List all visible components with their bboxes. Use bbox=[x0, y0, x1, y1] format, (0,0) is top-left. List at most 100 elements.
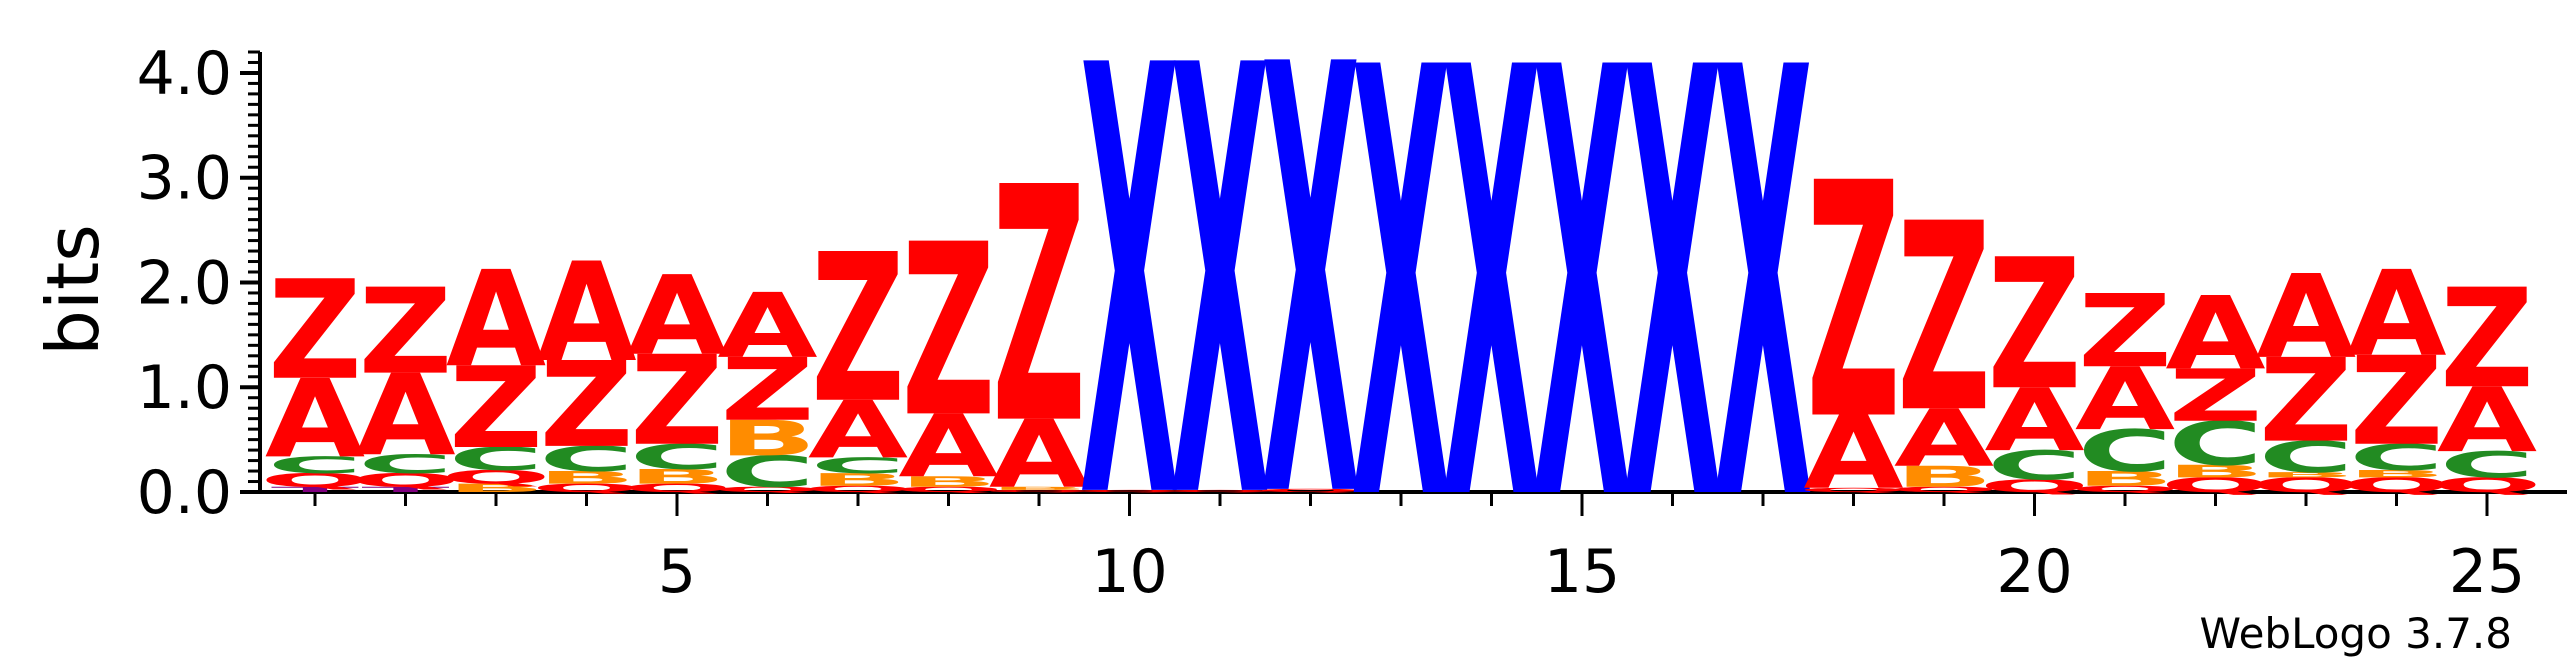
x-tick-label: 5 bbox=[658, 537, 696, 607]
logo-glyph-a: A bbox=[2256, 250, 2356, 384]
logo-glyph-q: Q bbox=[1980, 476, 2090, 496]
logo-glyph-b: B bbox=[1895, 460, 1994, 493]
logo-glyph-z: Z bbox=[449, 343, 543, 474]
logo-glyph-q: Q bbox=[2070, 484, 2180, 494]
logo-glyph-c: C bbox=[358, 449, 453, 479]
logo-glyph-t: T bbox=[271, 485, 360, 493]
logo-glyph-c: C bbox=[1987, 442, 2082, 489]
logo-glyph-x: X bbox=[1170, 0, 1270, 629]
logo-glyph-q: Q bbox=[441, 466, 551, 488]
logo-glyph-q: Q bbox=[894, 485, 1004, 493]
logo-glyph-t: T bbox=[361, 485, 450, 493]
logo-glyph-b: B bbox=[2257, 471, 2356, 479]
logo-glyph-z: Z bbox=[1988, 221, 2082, 430]
logo-glyph-b: B bbox=[628, 465, 727, 488]
logo-glyph-x: X bbox=[1080, 0, 1180, 629]
y-axis-label: bits bbox=[31, 224, 115, 355]
y-tick-label: 0.0 bbox=[137, 458, 232, 528]
logo-glyph-x: X bbox=[1351, 0, 1451, 632]
credit-text: WebLogo 3.7.8 bbox=[2200, 609, 2513, 658]
logo-glyph-b: B bbox=[899, 473, 998, 490]
logo-glyph-z: Z bbox=[811, 211, 905, 449]
logo-glyph-q: Q bbox=[350, 469, 460, 491]
logo-glyph-x: X bbox=[1442, 0, 1542, 632]
logo-glyph-z: Z bbox=[540, 337, 634, 474]
logo-glyph-x: X bbox=[1713, 0, 1813, 632]
logo-glyph-z: Z bbox=[2078, 273, 2172, 390]
logo-glyph-x: X bbox=[1532, 0, 1632, 632]
x-tick-label: 10 bbox=[1091, 537, 1167, 607]
y-tick-label: 4.0 bbox=[137, 39, 232, 109]
logo-glyph-z: Z bbox=[902, 195, 996, 471]
logo-glyph-b: B bbox=[537, 468, 636, 488]
logo-glyph-q: Q bbox=[531, 481, 641, 494]
x-tick-label: 20 bbox=[1996, 537, 2072, 607]
logo-glyph-a: A bbox=[446, 243, 546, 397]
logo-glyph-b: B bbox=[2347, 468, 2446, 480]
y-ticks: 0.0 1.0 2.0 3.0 4.0 bbox=[137, 39, 260, 528]
y-tick-label: 2.0 bbox=[137, 248, 232, 318]
logo-glyph-z: Z bbox=[2169, 354, 2263, 438]
logo-glyph-a: A bbox=[1984, 370, 2084, 470]
logo-glyph-c: C bbox=[539, 439, 634, 479]
y-tick-label: 1.0 bbox=[137, 353, 232, 423]
x-ticks: 5 10 15 20 25 bbox=[313, 492, 2525, 607]
logo-glyph-q: Q bbox=[803, 484, 913, 494]
logo-glyph-a: A bbox=[898, 396, 998, 496]
logo-glyph-q: Q bbox=[984, 489, 1094, 492]
logo-glyph-q: Q bbox=[2251, 473, 2361, 496]
logo-glyph-c: C bbox=[2349, 437, 2444, 479]
logo-glyph-c: C bbox=[2168, 409, 2263, 480]
logo-glyph-b: B bbox=[2166, 461, 2265, 481]
logo-glyph-a: A bbox=[1803, 395, 1903, 512]
logo-glyph-z: Z bbox=[1897, 169, 1991, 470]
logo-glyph-z: Z bbox=[2440, 261, 2534, 419]
x-tick-label: 25 bbox=[2449, 537, 2525, 607]
logo-glyph-q: Q bbox=[1074, 489, 1184, 492]
logo-glyph-c: C bbox=[2440, 444, 2535, 486]
logo-glyph-q: Q bbox=[713, 485, 823, 493]
logo-glyph-c: C bbox=[630, 437, 725, 477]
logo-glyph-a: A bbox=[1894, 393, 1994, 485]
logo-glyph-c: C bbox=[2259, 432, 2354, 483]
y-tick-label: 3.0 bbox=[137, 144, 232, 214]
logo-glyph-q: Q bbox=[2432, 473, 2542, 496]
logo-glyph-z: Z bbox=[1807, 115, 1901, 492]
logo-glyph-b: B bbox=[809, 470, 908, 490]
logo-glyph-z: Z bbox=[2259, 334, 2353, 468]
logo-glyph-a: A bbox=[536, 235, 636, 393]
logo-glyph-z: Z bbox=[721, 340, 815, 440]
logo-glyph-z: Z bbox=[359, 264, 453, 401]
logo-glyph-q: Q bbox=[622, 481, 732, 494]
logo-glyph-b: B bbox=[2076, 467, 2175, 490]
logo-glyph-z: Z bbox=[2350, 330, 2444, 473]
logo-glyph-z: Z bbox=[992, 119, 1086, 496]
logo-glyph-a: A bbox=[808, 384, 908, 476]
logo-glyph-a: A bbox=[2437, 369, 2537, 472]
logo-glyph-q: Q bbox=[1889, 485, 1999, 493]
logo-glyph-a: A bbox=[627, 253, 728, 380]
logo-glyph-a: A bbox=[989, 400, 1089, 509]
logo-glyph-b: B bbox=[990, 486, 1089, 491]
logo-glyph-q: Q bbox=[260, 469, 370, 491]
logo-glyph-c: C bbox=[811, 453, 906, 478]
logo-glyph-a: A bbox=[265, 357, 365, 483]
logo-glyph-a: A bbox=[2165, 276, 2265, 393]
logo-glyph-c: C bbox=[449, 441, 544, 478]
logo-glyph-z: Z bbox=[630, 330, 724, 474]
logo-glyph-q: Q bbox=[2160, 473, 2270, 496]
logo-glyph-q: Q bbox=[1165, 489, 1275, 492]
logo-glyph-a: A bbox=[717, 275, 817, 378]
logo-glyph-c: C bbox=[2078, 418, 2173, 485]
x-tick-label: 15 bbox=[1544, 537, 1620, 607]
logo-glyph-x: X bbox=[1261, 0, 1361, 628]
logo-glyph-z: Z bbox=[268, 253, 362, 411]
logo-glyph-b: B bbox=[718, 410, 817, 467]
logo-glyph-c: C bbox=[268, 452, 363, 479]
logo-glyph-q: Q bbox=[1798, 487, 1908, 494]
logo-glyph-q: Q bbox=[1255, 488, 1365, 493]
logo-glyph-c: C bbox=[720, 447, 815, 498]
logo-glyph-a: A bbox=[2075, 349, 2175, 449]
logo-glyph-b: B bbox=[447, 481, 546, 494]
